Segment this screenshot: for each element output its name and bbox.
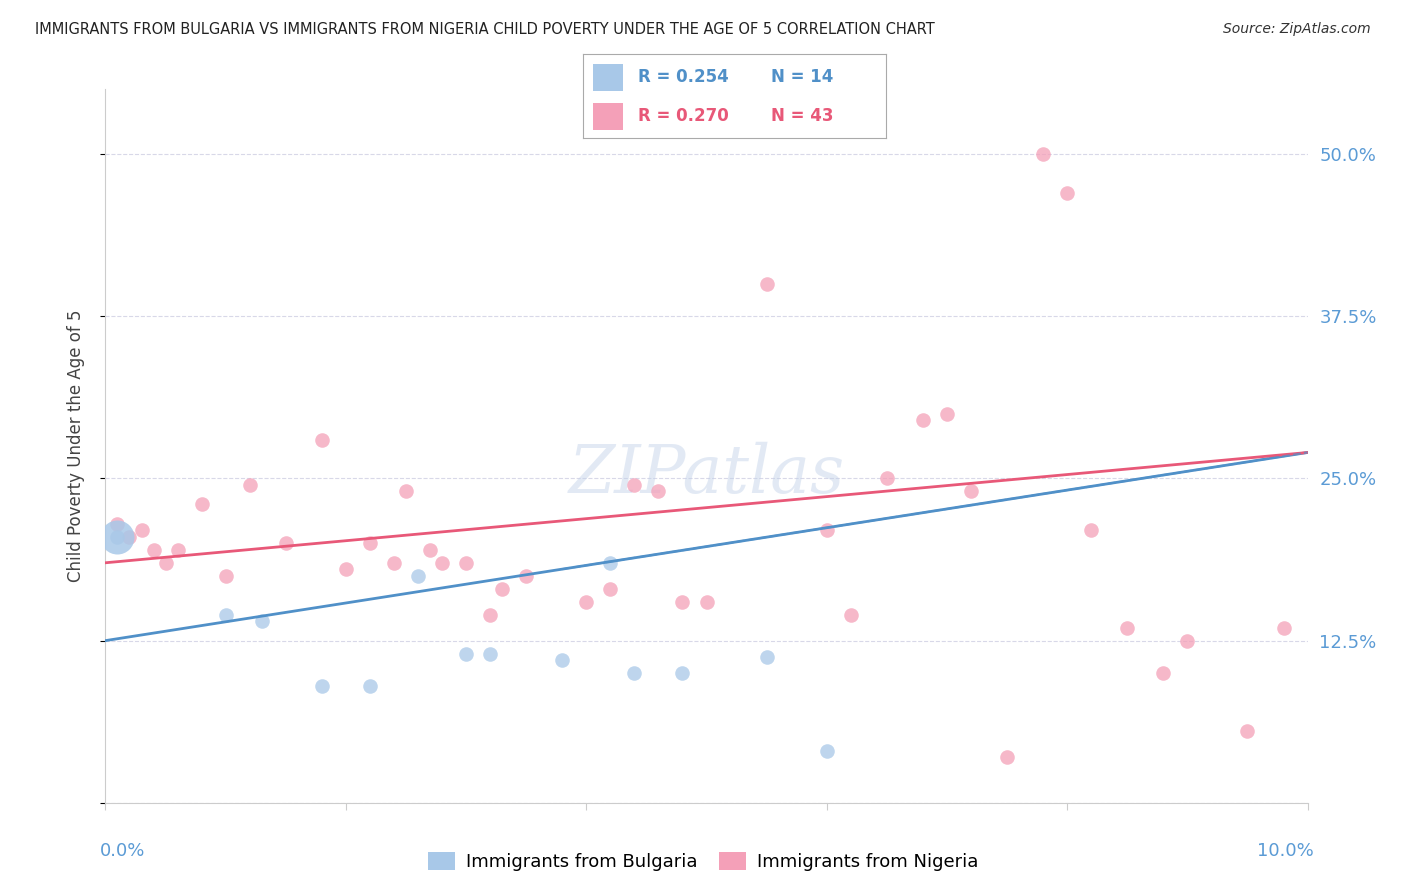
Text: 10.0%: 10.0% (1257, 842, 1313, 860)
Text: N = 14: N = 14 (770, 69, 834, 87)
Point (623, 478, 645, 492)
FancyBboxPatch shape (592, 103, 623, 130)
Point (274, 536, 297, 550)
Point (311, 433, 333, 447)
Point (1032, 147, 1054, 161)
Point (118, 530, 141, 544)
Point (166, 542, 188, 557)
Y-axis label: Child Poverty Under the Age of 5: Child Poverty Under the Age of 5 (66, 310, 84, 582)
Point (1175, 633, 1198, 648)
Point (599, 556, 621, 570)
Text: R = 0.270: R = 0.270 (638, 107, 728, 125)
Point (575, 595, 598, 609)
Point (936, 407, 959, 421)
Point (311, 679, 333, 693)
Point (815, 744, 838, 758)
Point (406, 568, 429, 582)
Point (419, 542, 441, 557)
Text: R = 0.254: R = 0.254 (638, 69, 728, 87)
Point (479, 607, 502, 622)
Point (395, 484, 418, 499)
Point (142, 542, 165, 557)
Point (755, 277, 778, 291)
Point (1116, 621, 1139, 635)
Point (155, 556, 177, 570)
Point (515, 568, 537, 582)
Text: ZIPatlas: ZIPatlas (568, 442, 845, 508)
Point (995, 750, 1018, 764)
Legend: Immigrants from Bulgaria, Immigrants from Nigeria: Immigrants from Bulgaria, Immigrants fro… (420, 846, 986, 879)
Point (454, 556, 477, 570)
Point (359, 536, 381, 550)
Point (214, 607, 236, 622)
Point (671, 666, 693, 681)
Text: IMMIGRANTS FROM BULGARIA VS IMMIGRANTS FROM NIGERIA CHILD POVERTY UNDER THE AGE : IMMIGRANTS FROM BULGARIA VS IMMIGRANTS F… (35, 22, 935, 37)
Point (107, 516, 129, 531)
Point (876, 471, 898, 485)
Point (960, 484, 983, 499)
Point (250, 614, 273, 628)
Point (430, 556, 453, 570)
Point (239, 478, 262, 492)
Point (190, 497, 212, 511)
Text: N = 43: N = 43 (770, 107, 834, 125)
Point (647, 484, 669, 499)
Point (815, 524, 838, 538)
Point (1080, 524, 1102, 538)
Text: 0.0%: 0.0% (100, 842, 145, 860)
Point (1056, 186, 1078, 200)
Point (107, 530, 129, 544)
Point (107, 530, 129, 544)
Point (551, 653, 574, 667)
Point (131, 524, 153, 538)
Point (359, 679, 381, 693)
Point (755, 650, 778, 665)
Point (1152, 666, 1174, 681)
Point (335, 562, 357, 576)
FancyBboxPatch shape (592, 63, 623, 91)
Point (696, 595, 718, 609)
Point (623, 666, 645, 681)
Point (599, 582, 621, 596)
Point (491, 582, 513, 596)
Point (454, 647, 477, 661)
Point (1272, 621, 1295, 635)
Point (671, 595, 693, 609)
Point (911, 413, 934, 427)
Text: Source: ZipAtlas.com: Source: ZipAtlas.com (1223, 22, 1371, 37)
Point (214, 568, 236, 582)
Point (1236, 724, 1258, 739)
Point (382, 556, 405, 570)
Point (479, 647, 502, 661)
Point (839, 607, 862, 622)
